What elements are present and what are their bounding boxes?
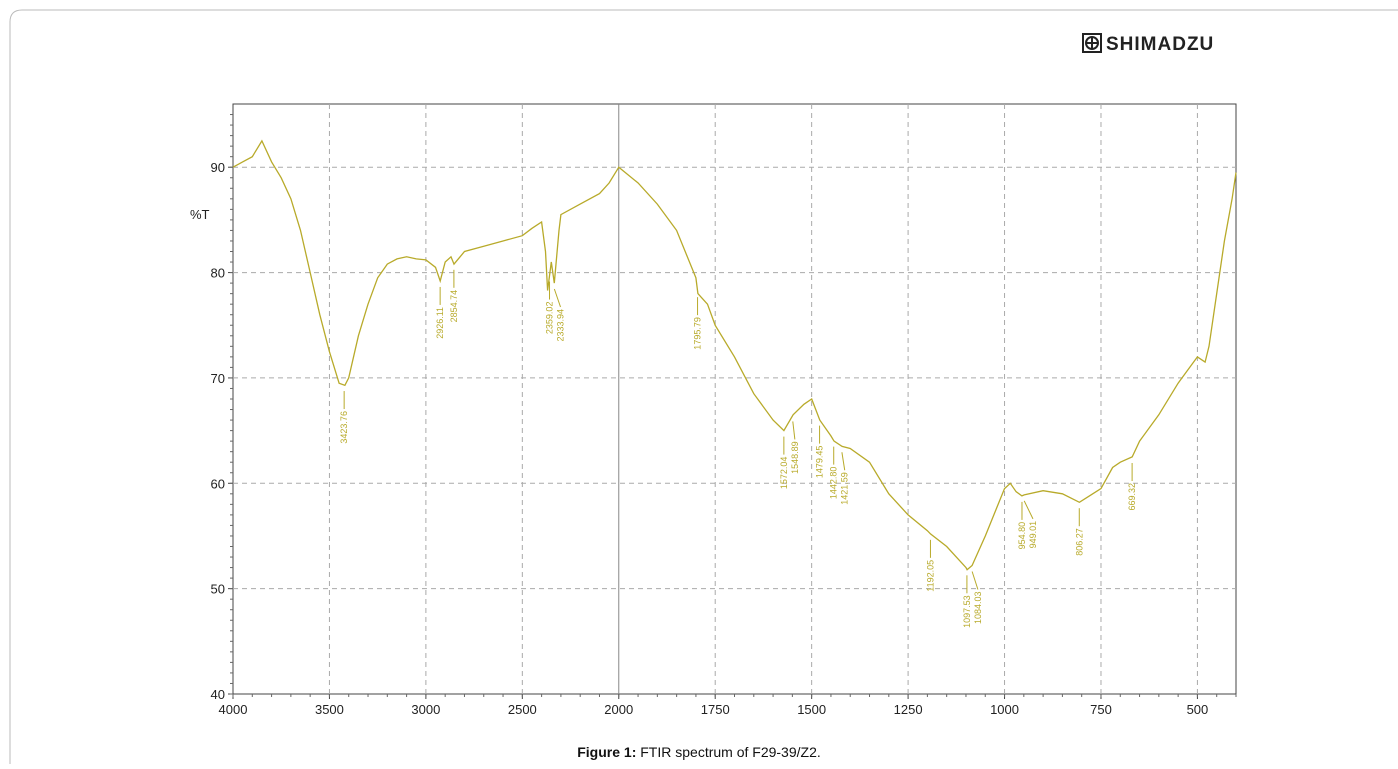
logo: SHIMADZU <box>1106 34 1214 55</box>
peak-label: 1548.89 <box>790 441 800 474</box>
peak-label: 1192.05 <box>925 560 935 592</box>
x-tick-label: 1500 <box>797 702 826 717</box>
x-tick-label: 2000 <box>604 702 633 717</box>
caption: Figure 1: FTIR spectrum of F29-39/Z2. <box>577 744 821 760</box>
peak-label: 669.32 <box>1127 483 1137 511</box>
peak-label: 949.01 <box>1028 521 1038 549</box>
caption-bold: Figure 1: <box>577 744 636 760</box>
peak-label: 2333.94 <box>556 309 566 342</box>
peak-leader <box>841 452 846 471</box>
spectrum-line <box>232 139 1237 571</box>
peak-label: 3423.76 <box>339 411 349 444</box>
x-tick-label: 1250 <box>894 702 923 717</box>
peak-label: 1795.79 <box>693 317 703 350</box>
x-tick-label: 750 <box>1090 702 1112 717</box>
peak-label: 1442.80 <box>829 467 839 500</box>
x-tick-label: 3500 <box>315 702 344 717</box>
peak-leader <box>792 421 796 440</box>
peak-leader <box>971 571 979 590</box>
peak-label: 954.80 <box>1017 522 1027 550</box>
frame <box>9 9 1398 764</box>
y-tick-label: 80 <box>211 266 225 281</box>
peak-label: 806.27 <box>1074 528 1084 556</box>
x-tick-label: 2500 <box>508 702 537 717</box>
peak-label: 2926.11 <box>435 307 445 339</box>
x-tick-label: 1000 <box>990 702 1019 717</box>
x-tick-label: 1750 <box>701 702 730 717</box>
peak-label: 2359.02 <box>545 302 555 335</box>
peak-leader <box>1023 500 1034 520</box>
peak-label: 2854.74 <box>449 290 459 323</box>
peak-leader <box>553 288 561 308</box>
x-tick-label: 500 <box>1187 702 1209 717</box>
logo-icon <box>1082 33 1102 53</box>
peak-label: 1084.03 <box>973 591 983 624</box>
x-tick-label: 3000 <box>411 702 440 717</box>
plot-area <box>232 103 1237 695</box>
y-tick-label: 50 <box>211 582 225 597</box>
peak-label: 1421.59 <box>840 472 850 505</box>
x-tick-label: 4000 <box>219 702 248 717</box>
y-tick-label: 40 <box>211 687 225 702</box>
y-tick-label: 60 <box>211 476 225 491</box>
peak-label: 1479.45 <box>815 446 825 479</box>
peak-label: 1572.04 <box>779 457 789 490</box>
y-axis-label: %T <box>190 207 210 222</box>
y-tick-label: 70 <box>211 371 225 386</box>
y-tick-label: 90 <box>211 160 225 175</box>
peak-label: 1097.53 <box>962 595 972 628</box>
caption-text: FTIR spectrum of F29-39/Z2. <box>640 744 821 760</box>
